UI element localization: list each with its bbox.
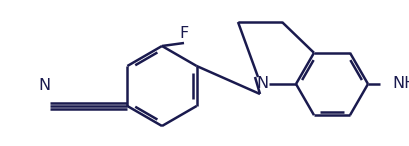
Text: NH₂: NH₂ [391,77,409,92]
Text: N: N [255,77,267,92]
Text: F: F [179,27,188,41]
Text: N: N [38,79,50,93]
